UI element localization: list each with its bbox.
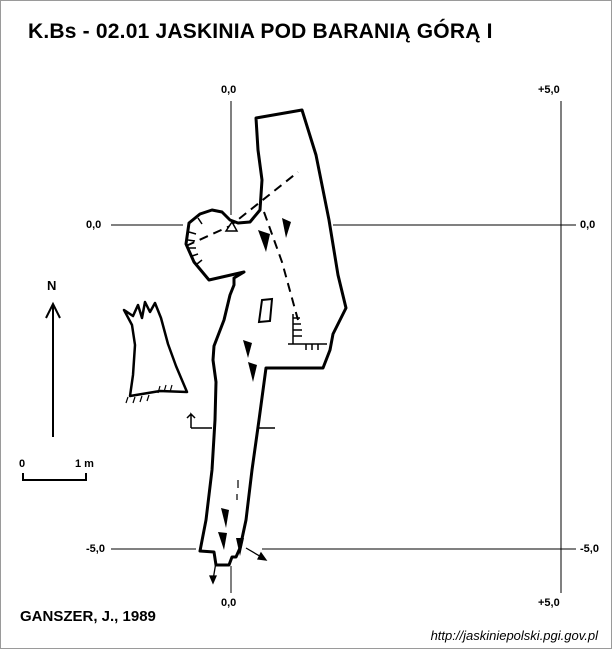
grid-label-y0-right: 0,0 xyxy=(580,219,596,231)
grid-label-x5-bottom: +5,0 xyxy=(538,597,560,609)
cross-section-marker xyxy=(186,412,275,429)
grid-label-x0-top: 0,0 xyxy=(221,84,237,96)
north-label: N xyxy=(47,278,57,293)
cave-passage xyxy=(184,108,348,567)
scale-start-label: 0 xyxy=(19,458,26,470)
coordinate-grid xyxy=(111,101,576,593)
map-title: K.Bs - 02.01 JASKINIA POD BARANIĄ GÓRĄ I xyxy=(28,20,493,43)
dripline-hatching xyxy=(187,217,203,265)
source-url: http://jaskiniepolski.pgi.gov.pl xyxy=(430,628,598,643)
north-arrow-icon xyxy=(45,301,61,437)
slope-arrow-icon xyxy=(236,538,244,556)
slope-arrows xyxy=(218,218,291,556)
slope-arrow-icon xyxy=(248,362,257,382)
scale-end-label: 1 m xyxy=(75,458,94,470)
grid-label-y5-right: -5,0 xyxy=(580,543,599,555)
slope-arrow-icon xyxy=(258,230,270,252)
scale-bar-icon xyxy=(22,473,87,481)
rock-fragment xyxy=(122,300,189,398)
slope-arrow-icon xyxy=(218,532,227,550)
datum-triangle-icon xyxy=(224,220,239,232)
author-credit: GANSZER, J., 1989 xyxy=(20,608,156,625)
slope-arrow-icon xyxy=(221,508,229,528)
passage-detail-marks xyxy=(236,480,239,500)
cave-outline xyxy=(184,108,348,567)
slope-arrow-icon xyxy=(243,340,252,358)
rock-fragment-hatching xyxy=(125,384,173,404)
wall-hatching xyxy=(288,314,327,350)
grid-label-y5-left: -5,0 xyxy=(86,543,105,555)
grid-label-x0-bottom: 0,0 xyxy=(221,597,237,609)
grid-label-x5-top: +5,0 xyxy=(538,84,560,96)
exit-arrows xyxy=(209,547,268,585)
slope-arrow-icon xyxy=(282,218,291,238)
boulder-block xyxy=(257,297,274,324)
grid-label-y0-left: 0,0 xyxy=(86,219,102,231)
